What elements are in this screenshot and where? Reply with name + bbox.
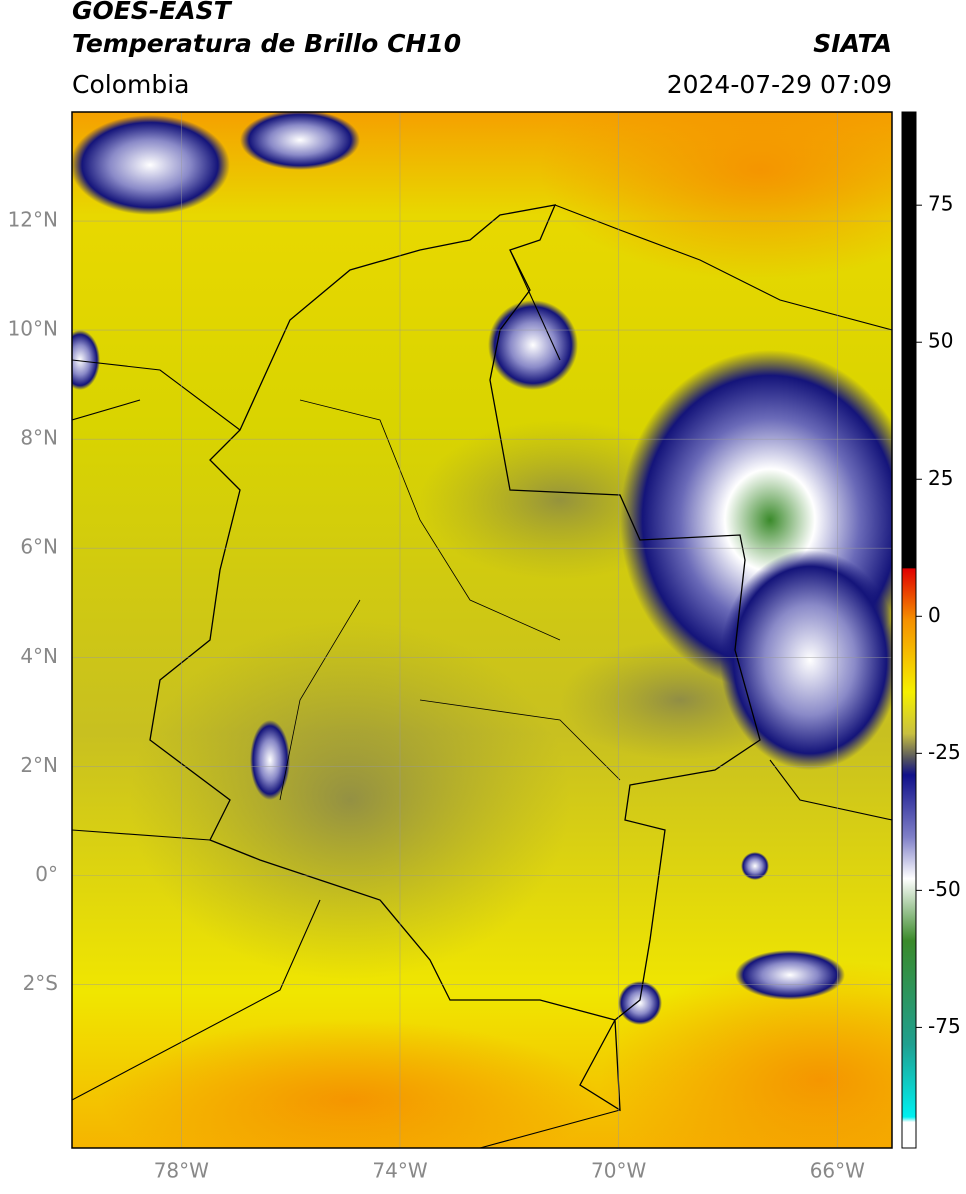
subtitle: Temperatura de Brillo CH10 — [72, 29, 461, 58]
title: GOES-EAST — [72, 0, 233, 25]
colorbar-tick-label: 50 — [928, 329, 953, 353]
colorbar — [901, 111, 917, 1149]
lon-tick-label: 70°W — [591, 1159, 646, 1183]
lat-tick-label: 2°S — [23, 971, 58, 995]
colorbar-tick-label: -50 — [928, 877, 961, 901]
lat-tick-label: 10°N — [8, 317, 58, 341]
colorbar-tick-label: -75 — [928, 1014, 961, 1038]
lat-tick-label: 8°N — [20, 426, 58, 450]
lat-tick-label: 12°N — [8, 208, 58, 232]
source: SIATA — [813, 29, 892, 58]
colorbar-tick-label: -25 — [928, 740, 961, 764]
colorbar-tick-label: 25 — [928, 466, 953, 490]
lon-tick-label: 66°W — [810, 1159, 865, 1183]
colorbar-tick-label: 75 — [928, 192, 953, 216]
lon-tick-label: 74°W — [372, 1159, 427, 1183]
lat-tick-label: 4°N — [20, 644, 58, 668]
map-imagery — [72, 112, 892, 1148]
lat-tick-label: 2°N — [20, 753, 58, 777]
lat-tick-label: 0° — [35, 862, 58, 886]
map-frame — [71, 111, 893, 1149]
timestamp: 2024-07-29 07:09 — [667, 70, 892, 99]
lon-tick-label: 78°W — [154, 1159, 209, 1183]
lat-tick-label: 6°N — [20, 535, 58, 559]
region: Colombia — [72, 70, 189, 99]
colorbar-tick-label: 0 — [928, 603, 941, 627]
